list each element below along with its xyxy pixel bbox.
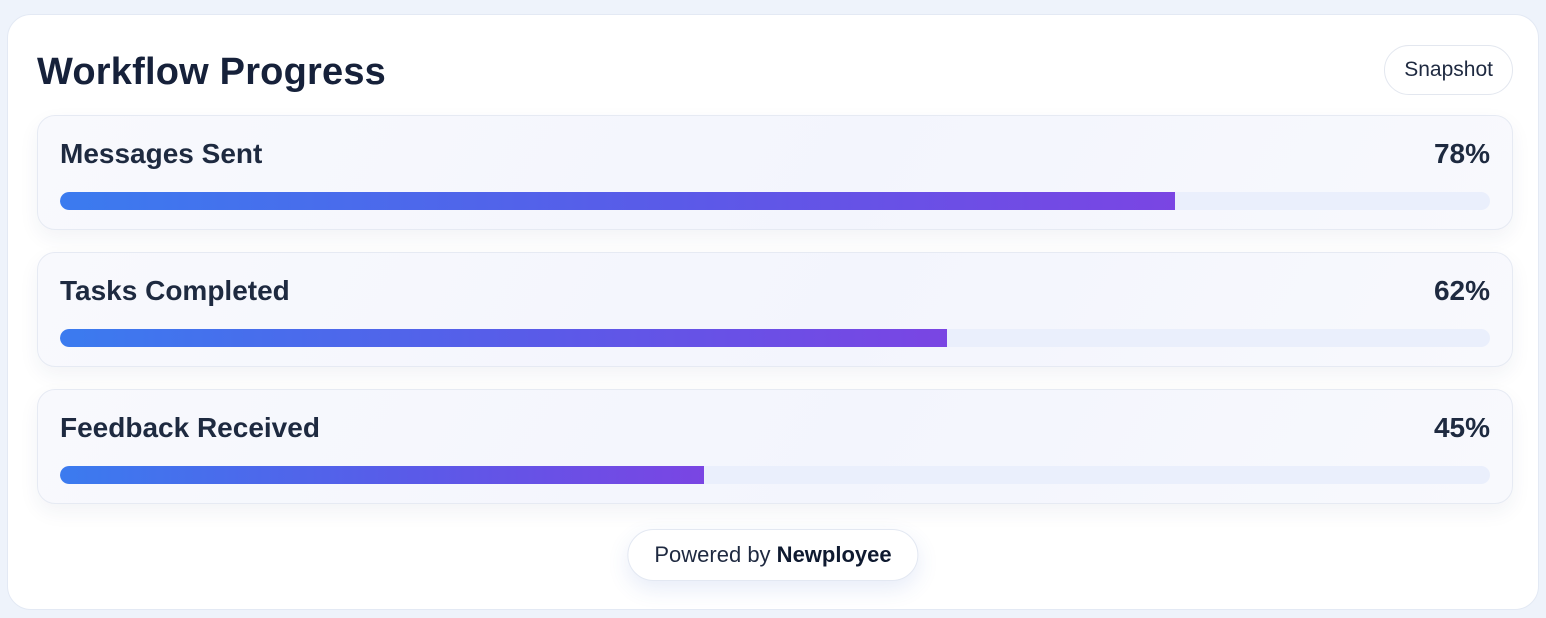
metric-messages-sent: Messages Sent 78%	[37, 115, 1513, 230]
progress-track	[60, 192, 1490, 210]
brand-name: Newployee	[776, 542, 892, 567]
powered-by-prefix: Powered by	[654, 542, 777, 567]
metric-value: 78%	[1433, 138, 1490, 169]
progress-fill	[60, 466, 704, 484]
powered-by-badge: Powered by Newployee	[627, 529, 919, 581]
metric-label: Messages Sent	[60, 138, 263, 169]
metric-feedback-received: Feedback Received 45%	[37, 389, 1513, 504]
progress-track	[60, 466, 1490, 484]
progress-track	[60, 329, 1490, 347]
progress-fill	[60, 329, 947, 347]
metrics-list: Messages Sent 78% Tasks Completed 62% Fe…	[37, 115, 1513, 526]
progress-fill	[60, 192, 1176, 210]
metric-value: 45%	[1433, 412, 1490, 443]
card-header: Workflow Progress Snapshot	[37, 43, 1513, 99]
workflow-progress-card: Workflow Progress Snapshot Messages Sent…	[7, 14, 1539, 610]
snapshot-button[interactable]: Snapshot	[1384, 45, 1513, 95]
metric-label: Feedback Received	[60, 412, 320, 443]
metric-value: 62%	[1433, 275, 1490, 306]
page-title: Workflow Progress	[37, 51, 386, 93]
metric-label: Tasks Completed	[60, 275, 290, 306]
metric-tasks-completed: Tasks Completed 62%	[37, 252, 1513, 367]
